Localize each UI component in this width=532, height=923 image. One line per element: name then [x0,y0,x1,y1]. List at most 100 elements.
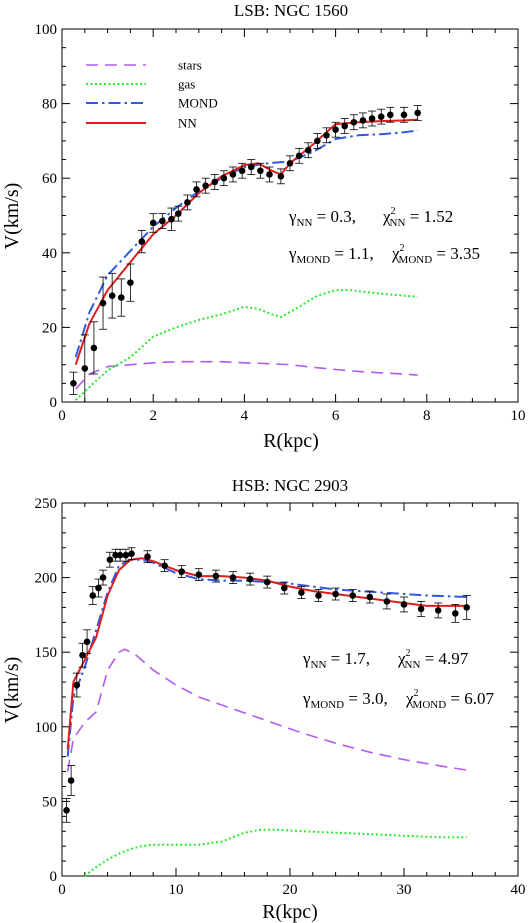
annotation-mond: γMOND = 1.1, χ2 MOND = 3.35 [288,243,480,266]
x-axis-label: R(kpc) [263,430,319,452]
legend-item-nn: NN [86,116,197,131]
x-tick-label: 0 [58,882,66,898]
x-tick-label: 10 [511,408,526,424]
y-tick-label: 200 [35,571,58,587]
annotation-gamma-sub: MOND [297,254,331,266]
data-point [161,562,168,569]
data-point [315,592,322,599]
annotation-gamma-sub: NN [297,217,313,229]
annotation-nn: γNN = 1.7, χ2 NN = 4.97 [302,648,469,671]
annotation-chi: χ [405,689,414,708]
annotation-chi-value: = 1.52 [405,207,453,226]
data-point [332,126,339,134]
svg-text:γNN = 0.3,: γNN = 0.3, [288,207,356,229]
chart-hsb-ngc2903: HSB: NGC 2903 V(km/s) R(kpc) γNN = 1.7, … [1,476,526,923]
data-point [247,163,255,171]
legend-item-stars: stars [86,58,202,73]
series-line-gas [75,289,418,401]
y-tick-label: 80 [42,97,57,113]
data-point [377,113,385,120]
annotation-chi-sub: MOND [399,254,433,266]
data-point [99,574,107,581]
y-tick-label: 0 [50,869,58,885]
x-axis-label: R(kpc) [262,901,318,923]
data-point [122,551,130,559]
data-point [70,380,77,387]
data-point [138,238,146,245]
data-point [383,598,391,605]
data-point [434,607,442,614]
annotation-chi-sup: 2 [391,206,396,217]
data-point [295,152,303,160]
annotation-gamma-value: = 3.0, [344,689,388,708]
y-axis-label: V(km/s) [1,657,23,724]
svg-text:γMOND = 3.0,: γMOND = 3.0, [302,689,388,711]
annotation-chi: χ [391,244,400,263]
annotation-chi-sub: NN [405,659,421,671]
annotation-gamma-sub: MOND [311,699,345,711]
legend: stars gas MOND NN [86,58,218,131]
annotation-chi-value: = 6.07 [446,689,494,708]
x-tick-label: 4 [241,408,249,424]
annotation-gamma-value: = 1.7, [326,649,370,668]
data-point [184,199,191,206]
annotation-nn: γNN = 0.3, χ2 NN = 1.52 [288,206,453,229]
data-point [246,575,254,583]
data-point [81,365,89,372]
data-point [257,167,264,175]
data-point [202,182,209,189]
data-point [368,115,376,122]
series-data [62,547,471,823]
annotation-gamma: γ [288,207,297,226]
data-point [400,601,408,608]
svg-text:γMOND = 1.1,: γMOND = 1.1, [288,244,374,266]
data-point [238,167,246,175]
x-tick-label: 40 [511,882,526,898]
data-point [266,171,273,178]
data-point [298,589,305,596]
data-point [400,111,408,119]
data-point [73,681,81,689]
data-point [349,592,357,599]
annotation-gamma-sub: NN [311,659,327,671]
data-point [127,279,134,286]
series-data [69,105,422,403]
annotation-chi-value: = 4.97 [420,649,468,668]
series-line-stars [75,360,418,390]
data-point [452,610,459,617]
data-point [359,117,367,124]
legend-label-gas: gas [178,77,195,92]
y-tick-label: 0 [50,395,58,411]
chart-title: HSB: NGC 2903 [232,476,348,495]
y-tick-label: 20 [42,320,57,336]
data-point [332,590,339,598]
data-point [83,638,91,646]
axes: 0 10 20 30 40 0 50 100 150 200 250 [35,496,526,898]
y-tick-label: 100 [35,22,58,38]
data-point [193,186,200,193]
data-point [63,807,70,814]
data-point [387,111,394,119]
data-point [159,217,166,225]
y-tick-label: 150 [35,645,58,661]
y-axis-label: V(km/s) [1,183,23,250]
legend-label-stars: stars [178,58,202,73]
data-point [263,578,271,586]
data-point [79,651,86,659]
annotation-gamma: γ [302,689,311,708]
annotation-chi-sup: 2 [400,243,405,254]
data-point [174,210,182,217]
data-point [117,294,125,301]
legend-item-mond: MOND [86,96,218,111]
data-point [149,219,157,227]
data-point [277,173,285,180]
data-point [323,132,330,139]
data-point [211,178,219,186]
data-point [281,584,288,592]
data-point [99,299,107,307]
x-tick-label: 8 [423,408,431,424]
data-point [414,109,421,117]
